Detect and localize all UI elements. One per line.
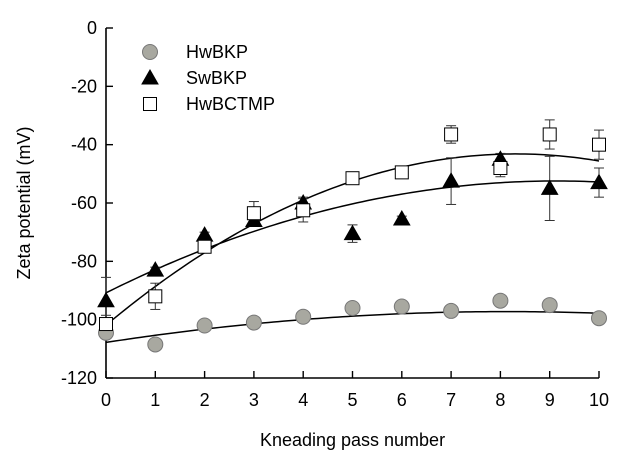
point-hwbctmp (345, 171, 360, 186)
x-tick-label: 10 (589, 390, 609, 410)
x-tick-label: 6 (397, 390, 407, 410)
x-tick-label: 5 (347, 390, 357, 410)
legend-marker-hwbkp (142, 44, 158, 60)
point-swbkp (540, 179, 559, 195)
point-swbkp (590, 173, 608, 190)
axes (105, 27, 600, 379)
legend-label-hwbkp: HwBKP (186, 42, 248, 62)
x-tick-label: 0 (101, 390, 111, 410)
x-tick-label: 9 (545, 390, 555, 410)
legend-label-swbkp: SwBKP (186, 68, 247, 88)
x-tick-label: 1 (150, 390, 160, 410)
x-axis-title: Kneading pass number (260, 430, 445, 450)
point-hwbkp (393, 298, 410, 315)
point-hwbctmp (197, 239, 212, 254)
y-tick-label: -60 (71, 193, 97, 213)
point-swbkp (442, 172, 460, 188)
y-tick-label: 0 (87, 18, 97, 38)
point-hwbkp (443, 302, 460, 319)
x-tick-label: 2 (200, 390, 210, 410)
point-hwbkp (344, 300, 361, 316)
x-tick-label: 3 (249, 390, 259, 410)
point-hwbkp (541, 297, 558, 314)
y-tick-label: -20 (71, 76, 97, 96)
x-tick-label: 7 (446, 390, 456, 410)
trendline-hwbkp (105, 310, 600, 344)
point-hwbctmp (99, 317, 113, 332)
x-tick-label: 8 (495, 390, 505, 410)
point-hwbctmp (493, 161, 508, 175)
legend-label-hwbctmp: HwBCTMP (186, 94, 275, 114)
point-hwbctmp (296, 203, 311, 218)
legend-marker-swbkp (141, 68, 159, 85)
y-tick-label: -100 (61, 310, 97, 330)
data-markers (97, 127, 608, 353)
point-hwbctmp (148, 289, 163, 304)
y-tick-label: -80 (71, 251, 97, 271)
legend: HwBKP SwBKP HwBCTMP (141, 42, 275, 114)
point-hwbctmp (444, 127, 459, 142)
point-hwbctmp (394, 165, 409, 180)
legend-marker-hwbctmp (143, 97, 157, 111)
point-swbkp (97, 291, 115, 308)
y-tick-label: -120 (61, 368, 97, 388)
y-tick-label: -40 (71, 135, 97, 155)
point-swbkp (195, 226, 214, 242)
point-hwbkp (245, 314, 262, 331)
point-hwbctmp (592, 137, 606, 152)
point-hwbctmp (246, 206, 261, 221)
point-swbkp (392, 210, 411, 226)
point-hwbkp (196, 317, 213, 334)
point-swbkp (146, 261, 165, 277)
y-axis-title: Zeta potential (mV) (14, 126, 34, 279)
point-hwbkp (295, 308, 312, 325)
point-hwbctmp (542, 127, 557, 142)
point-swbkp (343, 224, 362, 241)
trendline-swbkp (105, 180, 600, 294)
point-hwbkp (591, 310, 607, 327)
x-tick-label: 4 (298, 390, 308, 410)
point-hwbkp (147, 336, 164, 353)
point-hwbkp (492, 292, 509, 309)
